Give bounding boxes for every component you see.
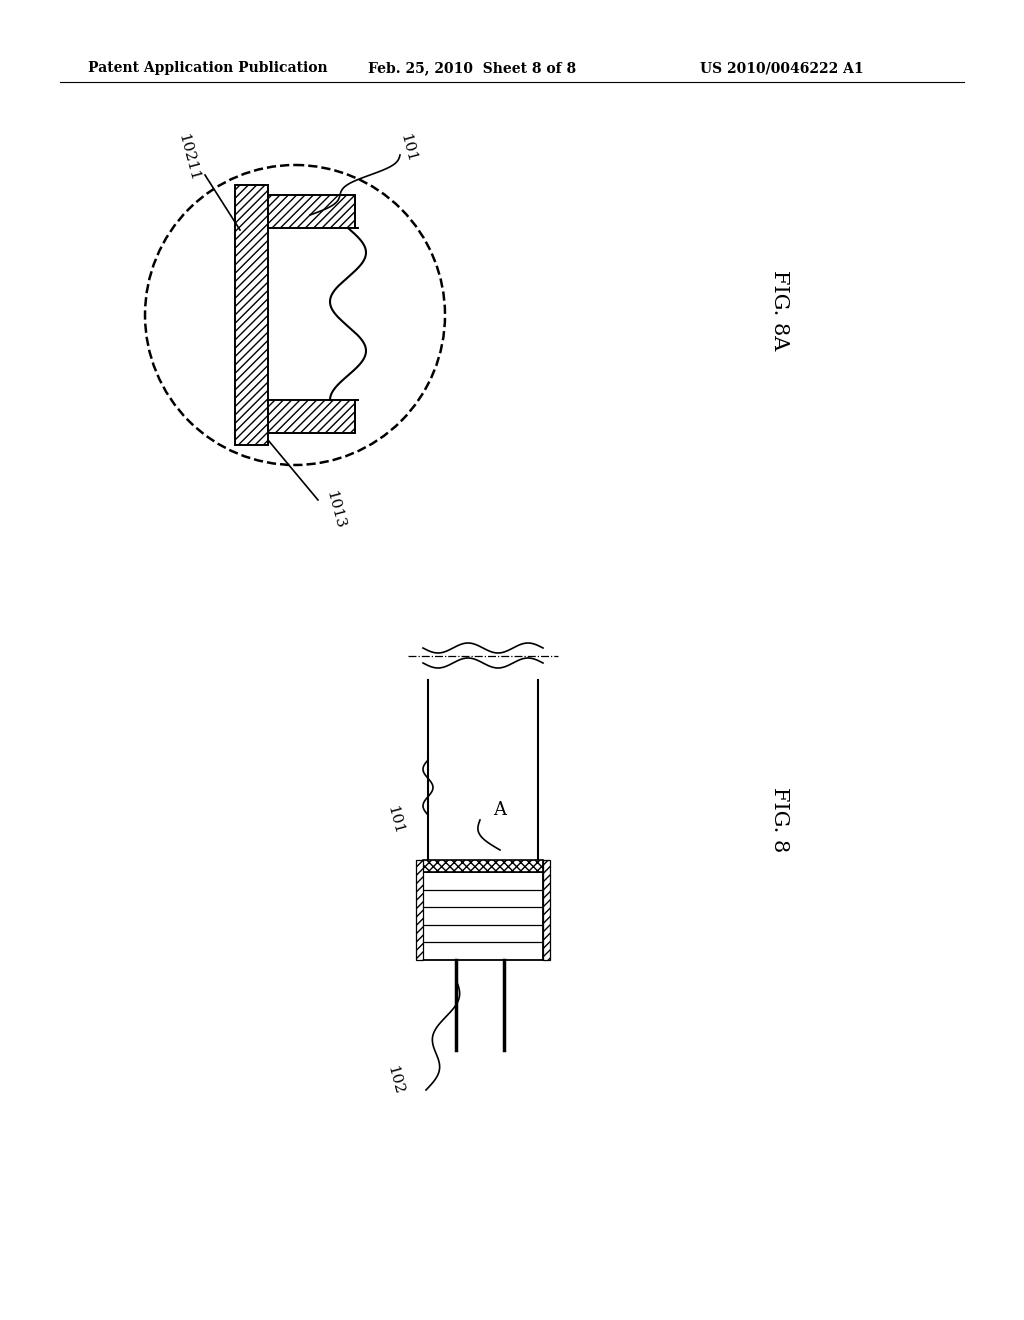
Text: Patent Application Publication: Patent Application Publication [88, 61, 328, 75]
Text: A: A [494, 801, 507, 818]
Text: 101: 101 [384, 804, 406, 836]
Text: Feb. 25, 2010  Sheet 8 of 8: Feb. 25, 2010 Sheet 8 of 8 [368, 61, 577, 75]
Bar [543, 861, 550, 960]
Text: 101: 101 [397, 132, 419, 164]
Bar [268, 400, 355, 433]
Text: 10211: 10211 [175, 132, 201, 183]
Text: 102: 102 [384, 1064, 406, 1096]
Text: 1013: 1013 [324, 490, 347, 531]
Bar [268, 195, 355, 228]
Text: FIG. 8: FIG. 8 [770, 787, 790, 853]
Bar [234, 185, 268, 445]
Bar [423, 861, 543, 873]
Bar [416, 861, 423, 960]
Text: US 2010/0046222 A1: US 2010/0046222 A1 [700, 61, 863, 75]
Text: FIG. 8A: FIG. 8A [770, 269, 790, 350]
